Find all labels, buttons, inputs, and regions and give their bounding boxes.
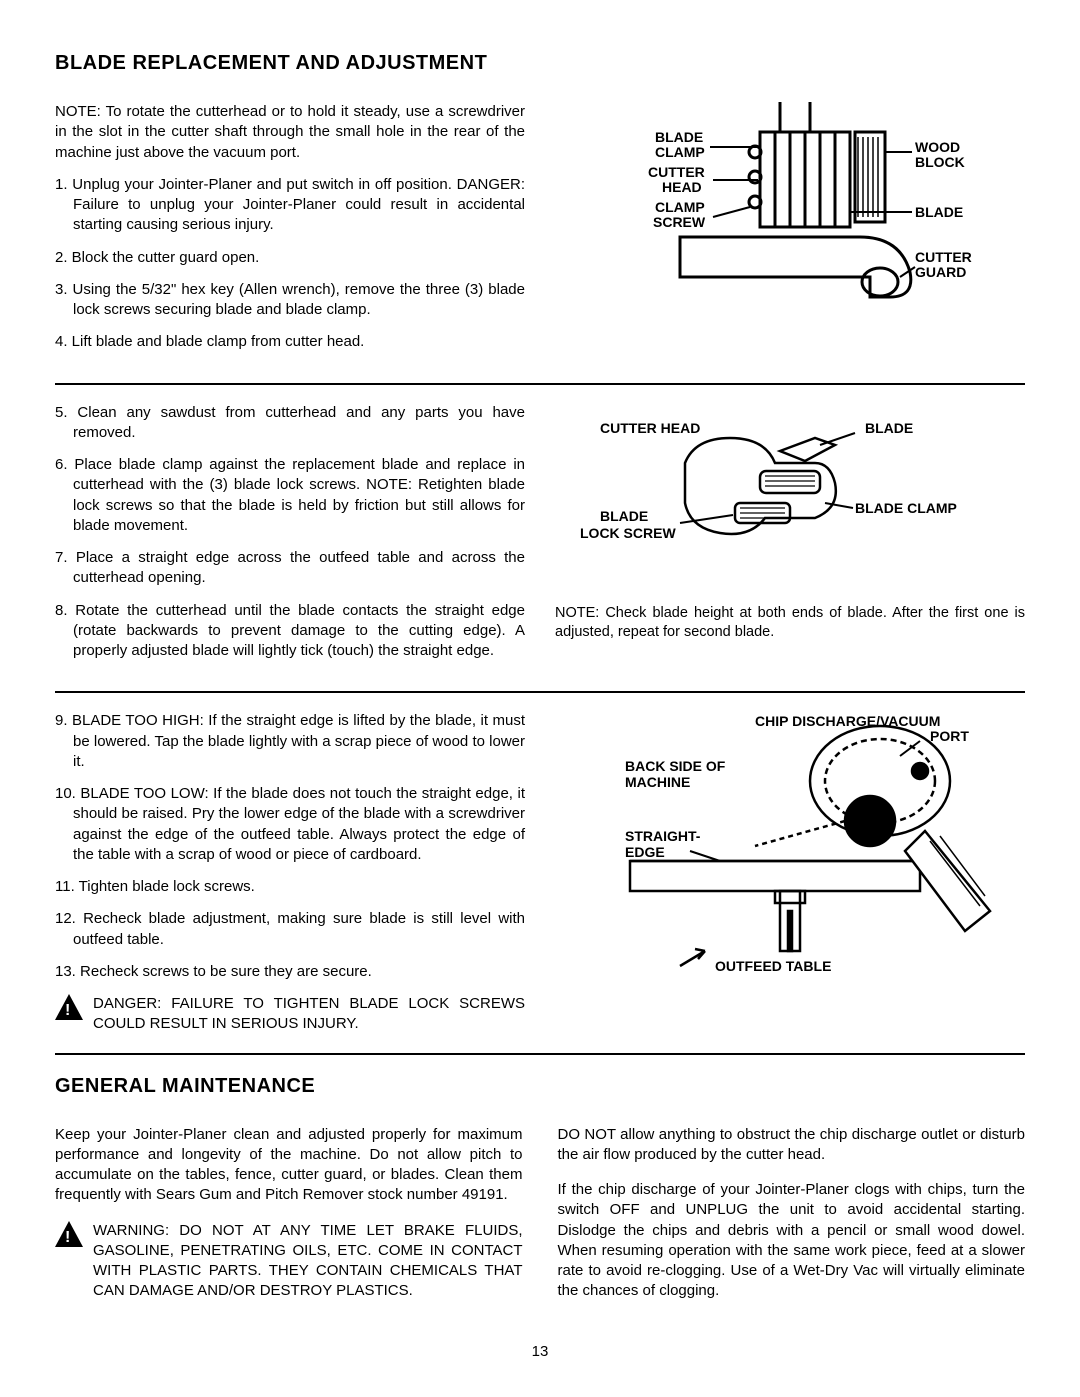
gm-right-p1: DO NOT allow anything to obstruct the ch… xyxy=(558,1125,1026,1166)
svg-text:BLOCK: BLOCK xyxy=(915,154,965,170)
step-5: 5. Clean any sawdust from cutterhead and… xyxy=(73,403,525,444)
step-6: 6. Place blade clamp against the replace… xyxy=(73,455,525,536)
svg-text:HEAD: HEAD xyxy=(662,179,702,195)
steps-list-3: 9. BLADE TOO HIGH: If the straight edge … xyxy=(55,711,525,982)
svg-text:MACHINE: MACHINE xyxy=(625,774,690,790)
lbl-cutter-head: CUTTER HEAD xyxy=(600,420,700,436)
svg-text:LOCK SCREW: LOCK SCREW xyxy=(580,525,676,541)
steps-list-1: 1. Unplug your Jointer-Planer and put sw… xyxy=(55,175,525,353)
lbl-blade: BLADE xyxy=(865,420,913,436)
step-11: 11. Tighten blade lock screws. xyxy=(73,877,525,897)
svg-text:CUTTER: CUTTER xyxy=(648,164,705,180)
heading-general-maintenance: GENERAL MAINTENANCE xyxy=(55,1073,1025,1100)
gm-warning-block: WARNING: DO NOT AT ANY TIME LET BRAKE FL… xyxy=(55,1221,523,1302)
warning-icon xyxy=(55,994,83,1020)
lbl-outfeed: OUTFEED TABLE xyxy=(715,958,831,974)
svg-text:CLAMP: CLAMP xyxy=(655,199,705,215)
lbl-blade-clamp: BLADE CLAMP xyxy=(855,500,957,516)
step-8: 8. Rotate the cutterhead until the blade… xyxy=(73,601,525,662)
svg-text:CUTTER: CUTTER xyxy=(915,249,972,265)
steps-list-2: 5. Clean any sawdust from cutterhead and… xyxy=(55,403,525,662)
svg-text:STRAIGHT-: STRAIGHT- xyxy=(625,828,701,844)
svg-text:EDGE: EDGE xyxy=(625,844,665,860)
section-2-left: 5. Clean any sawdust from cutterhead and… xyxy=(55,403,525,674)
gm-left-col: Keep your Jointer-Planer clean and adjus… xyxy=(55,1125,523,1317)
lbl-blade-clamp: BLADE xyxy=(655,129,703,145)
step-9: 9. BLADE TOO HIGH: If the straight edge … xyxy=(73,711,525,772)
svg-text:BLADE: BLADE xyxy=(915,204,963,220)
page-number: 13 xyxy=(55,1342,1025,1362)
step-7: 7. Place a straight edge across the outf… xyxy=(73,548,525,589)
step-10: 10. BLADE TOO LOW: If the blade does not… xyxy=(73,784,525,865)
section-3-left: 9. BLADE TOO HIGH: If the straight edge … xyxy=(55,711,525,1034)
danger-text: DANGER: FAILURE TO TIGHTEN BLADE LOCK SC… xyxy=(93,994,525,1035)
svg-text:PORT: PORT xyxy=(930,728,969,744)
separator-1 xyxy=(55,383,1025,385)
gm-left-p1: Keep your Jointer-Planer clean and adjus… xyxy=(55,1125,523,1206)
section-3: 9. BLADE TOO HIGH: If the straight edge … xyxy=(55,711,1025,1034)
figure-1: BLADE CLAMP CUTTER HEAD CLAMP SCREW WOOD… xyxy=(555,102,1025,365)
warning-icon xyxy=(55,1221,83,1247)
step-13: 13. Recheck screws to be sure they are s… xyxy=(73,962,525,982)
svg-text:BLADE: BLADE xyxy=(600,508,648,524)
step-2: 2. Block the cutter guard open. xyxy=(73,248,525,268)
lbl-chip-port: CHIP DISCHARGE/VACUUM xyxy=(755,713,940,729)
svg-text:CLAMP: CLAMP xyxy=(655,144,705,160)
svg-text:SCREW: SCREW xyxy=(653,214,706,230)
figure-3: CHIP DISCHARGE/VACUUM PORT BACK SIDE OF … xyxy=(555,711,1025,1034)
section-1: NOTE: To rotate the cutterhead or to hol… xyxy=(55,102,1025,365)
svg-text:WOOD: WOOD xyxy=(915,139,960,155)
heading-blade-replacement: BLADE REPLACEMENT AND ADJUSTMENT xyxy=(55,50,1025,77)
separator-2 xyxy=(55,691,1025,693)
step-4: 4. Lift blade and blade clamp from cutte… xyxy=(73,332,525,352)
svg-text:GUARD: GUARD xyxy=(915,264,966,280)
section-1-left: NOTE: To rotate the cutterhead or to hol… xyxy=(55,102,525,365)
section-2: 5. Clean any sawdust from cutterhead and… xyxy=(55,403,1025,674)
gm-right-p2: If the chip discharge of your Jointer-Pl… xyxy=(558,1180,1026,1302)
gm-warning-text: WARNING: DO NOT AT ANY TIME LET BRAKE FL… xyxy=(93,1221,523,1302)
svg-text:BACK SIDE OF: BACK SIDE OF xyxy=(625,758,726,774)
step-1: 1. Unplug your Jointer-Planer and put sw… xyxy=(73,175,525,236)
danger-block: DANGER: FAILURE TO TIGHTEN BLADE LOCK SC… xyxy=(55,994,525,1035)
separator-3 xyxy=(55,1053,1025,1055)
figure-2-note: NOTE: Check blade height at both ends of… xyxy=(555,604,1025,643)
gm-right-col: DO NOT allow anything to obstruct the ch… xyxy=(558,1125,1026,1317)
figure-2: CUTTER HEAD BLADE BLADE CLAMP BLADE LOCK… xyxy=(555,403,1025,674)
step-12: 12. Recheck blade adjustment, making sur… xyxy=(73,909,525,950)
general-maintenance-columns: Keep your Jointer-Planer clean and adjus… xyxy=(55,1125,1025,1317)
intro-note: NOTE: To rotate the cutterhead or to hol… xyxy=(55,102,525,163)
step-3: 3. Using the 5/32" hex key (Allen wrench… xyxy=(73,280,525,321)
